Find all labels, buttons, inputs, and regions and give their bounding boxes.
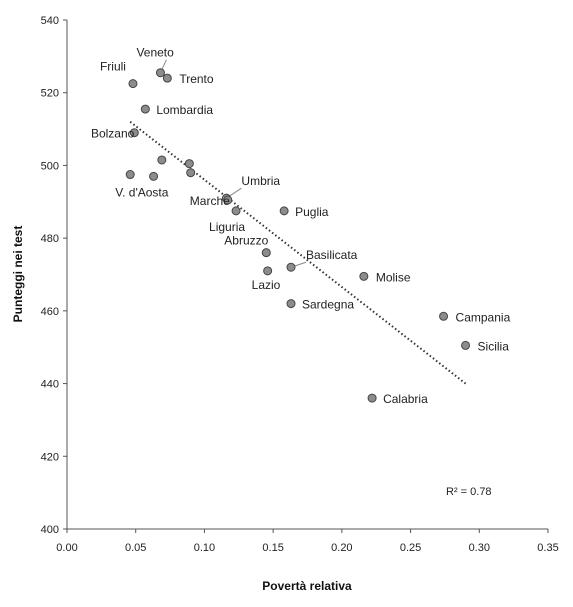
x-tick-label: 0.00 xyxy=(56,542,77,554)
trendline-group xyxy=(129,121,467,385)
point-label: Lombardia xyxy=(156,103,213,117)
data-point xyxy=(359,271,369,281)
y-tick-label: 460 xyxy=(41,306,59,318)
data-point xyxy=(461,340,471,350)
data-point xyxy=(261,248,271,258)
data-point xyxy=(286,262,296,272)
trendline xyxy=(129,121,467,385)
y-tick-label: 520 xyxy=(41,88,59,100)
point-label: V. d'Aosta xyxy=(115,186,169,200)
point-labels: Veneto Trento Friuli Lombardia Bolzano V. d'A… xyxy=(91,46,511,406)
data-point xyxy=(162,73,172,83)
axes xyxy=(66,20,548,530)
data-point xyxy=(155,68,165,78)
x-tick-label: 0.10 xyxy=(194,542,215,554)
point-label: Basilicata xyxy=(306,248,358,262)
point-label: Calabria xyxy=(383,392,428,406)
x-axis-title: Povertà relativa xyxy=(262,579,352,593)
y-tick-label: 540 xyxy=(41,15,59,27)
x-tick-label: 0.20 xyxy=(331,542,352,554)
data-point xyxy=(286,299,296,309)
data-point xyxy=(263,266,273,276)
data-point xyxy=(128,79,138,89)
point-label: Molise xyxy=(376,270,411,284)
point-label: Abruzzo xyxy=(224,234,268,248)
data-point xyxy=(279,206,289,216)
data-point xyxy=(157,155,167,165)
x-tick-label: 0.15 xyxy=(262,542,283,554)
data-point xyxy=(125,170,135,180)
data-points xyxy=(125,68,471,403)
point-label: Umbria xyxy=(241,174,280,188)
point-label: Campania xyxy=(456,310,511,324)
x-tick-label: 0.35 xyxy=(537,542,558,554)
y-tick-label: 480 xyxy=(41,233,59,245)
point-label: Lazio xyxy=(252,278,281,292)
point-label: Sicilia xyxy=(478,339,510,353)
x-tick-label: 0.25 xyxy=(400,542,421,554)
r-squared-label: R² = 0.78 xyxy=(446,486,492,498)
point-label: Veneto xyxy=(136,46,174,60)
x-tick-label: 0.30 xyxy=(469,542,490,554)
y-tick-label: 420 xyxy=(41,451,59,463)
point-label: Liguria xyxy=(209,220,245,234)
data-point xyxy=(149,171,159,181)
y-tick-label: 440 xyxy=(41,379,59,391)
data-point xyxy=(367,393,377,403)
point-label: Marche xyxy=(190,194,230,208)
data-point xyxy=(186,168,196,178)
point-label: Bolzano xyxy=(91,127,135,141)
data-point xyxy=(129,128,139,138)
point-label: Sardegna xyxy=(302,298,354,312)
y-tick-label: 400 xyxy=(41,524,59,536)
x-ticks: 0.00 0.05 0.10 0.15 0.20 0.25 0.30 0.35 xyxy=(56,529,559,554)
data-point xyxy=(223,195,233,205)
y-axis-title: Punteggi nei test xyxy=(11,226,25,323)
y-ticks: 400 420 440 460 480 500 520 540 xyxy=(41,15,67,536)
data-point xyxy=(184,159,194,169)
point-label: Trento xyxy=(179,72,214,86)
data-point xyxy=(439,311,449,321)
y-tick-label: 500 xyxy=(41,160,59,172)
x-tick-label: 0.05 xyxy=(125,542,146,554)
point-label: Friuli xyxy=(100,60,126,74)
point-label: Puglia xyxy=(295,205,329,219)
data-point xyxy=(231,206,241,216)
data-point xyxy=(140,104,150,114)
